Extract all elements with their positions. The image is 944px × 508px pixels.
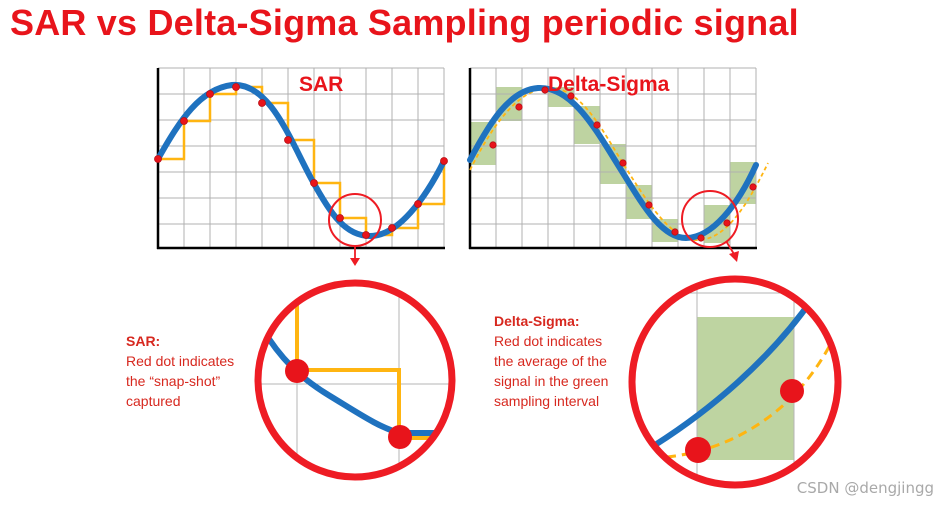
sar-sample-dot	[154, 155, 162, 163]
ds-note-line: the average of the	[494, 353, 607, 369]
watermark: CSDN @dengjingg	[796, 479, 934, 497]
sar-note-heading: SAR:	[126, 333, 161, 349]
ds-note-line: sampling interval	[494, 393, 600, 409]
sar-zoom-circle	[254, 279, 456, 481]
ds-sample-dot	[593, 121, 601, 129]
sar-zoom-grid	[258, 283, 452, 477]
ds-zoom-sample-dot	[780, 379, 804, 403]
ds-zoom-signal	[653, 296, 816, 448]
ds-sample-dot	[671, 228, 679, 236]
sar-sample-dot	[180, 117, 188, 125]
sar-sample-dot	[440, 157, 448, 165]
ds-highlight-circle	[681, 190, 739, 248]
ds-plot: Delta-Sigma	[467, 67, 769, 262]
ds-sample-dot	[749, 183, 757, 191]
ds-plot-label: Delta-Sigma	[548, 73, 670, 96]
ds-sample-dot	[619, 159, 627, 167]
ds-pointer-line	[725, 240, 735, 255]
sar-signal-wave	[155, 81, 447, 240]
sar-sample-dot	[258, 99, 266, 107]
ds-delayed-signal-dashed	[469, 87, 769, 241]
sar-plot: SAR	[154, 67, 448, 266]
sar-zoom-view	[254, 279, 456, 481]
sar-sample-dot	[336, 214, 344, 222]
ds-zoom-circle	[628, 275, 842, 489]
ds-pointer-arrowhead	[729, 251, 739, 262]
sar-zoom-staircase	[295, 288, 452, 440]
ds-sample-dot	[489, 141, 497, 149]
sar-zoom-signal	[259, 326, 452, 436]
ds-zoom-view	[628, 275, 842, 489]
sar-zoom-sample-dot	[388, 425, 412, 449]
sar-note-line: captured	[126, 393, 181, 409]
ds-interval-boxes	[470, 87, 756, 243]
ds-note-heading: Delta-Sigma:	[494, 313, 580, 329]
page-title: SAR vs Delta-Sigma Sampling periodic sig…	[10, 2, 799, 43]
sar-zoom-sample-dot	[285, 359, 309, 383]
sar-sample-dot	[310, 179, 318, 187]
sar-staircase	[158, 85, 446, 237]
ds-sample-dot	[697, 234, 705, 242]
sar-plot-label: SAR	[299, 73, 343, 96]
sar-sample-dots	[154, 83, 448, 239]
sar-sample-dot	[414, 200, 422, 208]
ds-sample-dots	[489, 86, 757, 242]
sar-sample-dot	[284, 136, 292, 144]
sar-note-line: Red dot indicates	[126, 353, 235, 369]
sar-pointer-arrowhead	[350, 258, 360, 266]
ds-signal-wave	[467, 84, 759, 242]
sar-sample-dot	[232, 83, 240, 91]
sar-sample-dot	[388, 224, 396, 232]
sar-sample-dot	[362, 231, 370, 239]
sar-sample-dot	[206, 90, 214, 98]
sar-note: SAR: Red dot indicates the “snap-shot” c…	[126, 331, 266, 411]
ds-zoom-sample-dot	[685, 437, 711, 463]
ds-sample-dot	[567, 92, 575, 100]
ds-sample-dot	[515, 103, 523, 111]
ds-note-line: signal in the green	[494, 373, 609, 389]
sar-note-line: the “snap-shot”	[126, 373, 221, 389]
ds-note-line: Red dot indicates	[494, 333, 603, 349]
ds-sample-dot	[723, 219, 731, 227]
ds-sample-dot	[645, 201, 653, 209]
ds-sample-dot	[541, 86, 549, 94]
ds-note: Delta-Sigma: Red dot indicates the avera…	[494, 311, 644, 411]
